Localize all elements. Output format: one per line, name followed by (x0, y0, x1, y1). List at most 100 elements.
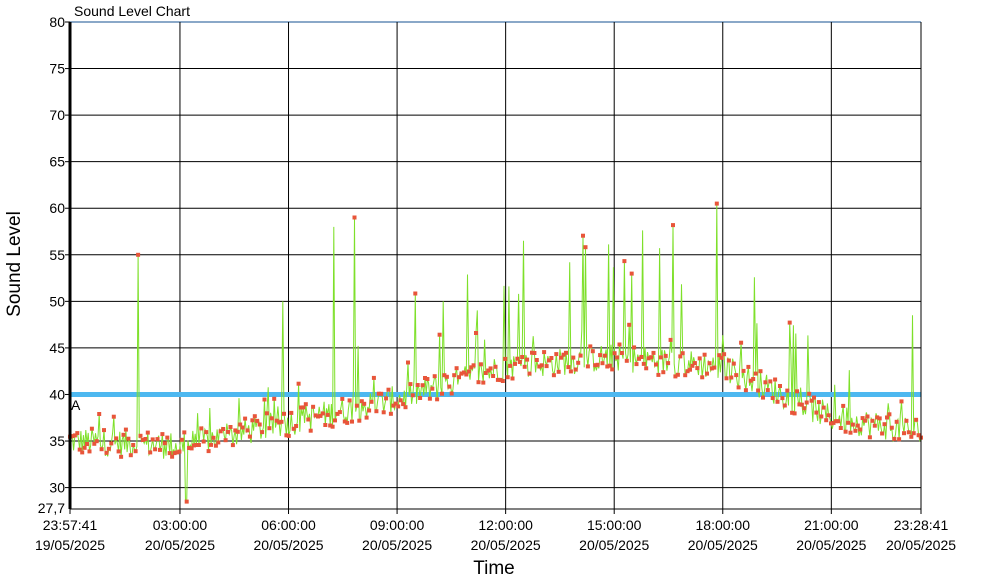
data-point-marker (865, 414, 870, 419)
data-point-marker (510, 376, 515, 381)
data-point-marker (420, 383, 425, 388)
data-point-marker (707, 361, 712, 366)
data-point-marker (542, 350, 547, 355)
y-tick-label: 45 (49, 340, 65, 356)
data-point-marker (668, 337, 673, 342)
data-point-marker (629, 271, 634, 276)
data-point-marker (104, 450, 109, 455)
data-point-marker (610, 367, 615, 372)
data-point-marker (831, 420, 836, 425)
data-point-marker (320, 411, 325, 416)
data-point-marker (651, 350, 656, 355)
data-point-marker (148, 450, 153, 455)
data-point-marker (612, 351, 617, 356)
data-point-marker (761, 395, 765, 400)
data-point-marker (330, 424, 335, 429)
data-point-marker (121, 432, 126, 437)
data-point-marker (313, 413, 318, 418)
data-point-marker (578, 353, 583, 358)
data-point-marker (187, 446, 192, 450)
data-point-marker (537, 364, 542, 369)
data-point-marker (790, 410, 795, 415)
y-tick-label: 75 (49, 61, 65, 77)
data-point-marker (342, 419, 347, 424)
data-point-marker (289, 410, 294, 415)
data-point-marker (316, 414, 320, 419)
data-point-marker (641, 361, 646, 366)
data-point-marker (75, 431, 80, 436)
data-point-marker (637, 356, 641, 361)
data-point-marker (155, 437, 160, 442)
data-point-marker (894, 419, 899, 424)
data-point-marker (585, 364, 590, 369)
data-point-marker (534, 358, 539, 362)
y-tick-label: 55 (49, 247, 65, 263)
data-point-marker (323, 423, 328, 427)
data-point-marker (797, 402, 802, 407)
data-point-marker (126, 436, 131, 441)
data-point-marker (267, 426, 272, 431)
data-point-marker (471, 363, 476, 368)
series-line-group (69, 203, 922, 503)
data-point-marker (505, 375, 510, 380)
data-point-marker (658, 355, 663, 360)
data-point-marker (357, 418, 362, 423)
data-point-marker (384, 396, 389, 401)
data-point-marker (393, 401, 398, 406)
data-point-marker (624, 358, 629, 363)
data-point-marker (870, 418, 875, 423)
data-point-marker (175, 450, 179, 455)
data-point-marker (72, 433, 77, 438)
data-point-marker (561, 352, 566, 357)
data-point-marker (345, 420, 350, 425)
data-point-marker (235, 429, 240, 434)
data-point-marker (875, 415, 880, 420)
data-point-marker (719, 355, 724, 360)
data-point-marker (111, 414, 116, 419)
data-point-marker (867, 435, 872, 440)
data-point-marker (904, 418, 909, 423)
data-point-marker (838, 426, 843, 430)
data-point-marker (138, 433, 143, 438)
data-point-marker (133, 449, 138, 454)
data-point-marker (600, 361, 605, 366)
data-point-marker (396, 404, 401, 409)
data-point-marker (189, 446, 194, 451)
y-tick-label: 30 (49, 480, 65, 496)
data-point-marker (916, 433, 921, 438)
data-point-marker (486, 368, 491, 373)
x-tick-time: 23:57:41 (43, 517, 98, 533)
data-point-marker (238, 422, 243, 427)
data-point-marker (503, 356, 508, 361)
data-point-marker (449, 391, 454, 396)
data-point-marker (340, 396, 345, 401)
y-tick-label: 50 (49, 293, 65, 309)
data-point-marker (85, 442, 89, 446)
data-point-marker (892, 436, 897, 441)
data-point-marker (165, 435, 170, 440)
data-point-marker (286, 433, 291, 438)
data-point-marker (478, 362, 483, 367)
data-point-marker (619, 351, 624, 355)
data-point-marker (109, 441, 114, 446)
data-point-marker (218, 429, 223, 434)
data-point-marker (408, 382, 413, 387)
data-point-marker (680, 351, 685, 356)
data-point-marker (77, 447, 82, 452)
data-point-marker (379, 391, 384, 396)
threshold-label: A (71, 397, 81, 413)
data-point-marker (228, 425, 233, 429)
data-point-marker (277, 420, 282, 425)
data-point-marker (743, 388, 748, 393)
data-point-marker (167, 451, 172, 456)
data-point-marker (145, 430, 150, 435)
data-point-marker (525, 357, 530, 362)
data-point-marker (425, 377, 430, 381)
y-tick-label: 80 (49, 14, 65, 30)
data-point-marker (539, 363, 544, 368)
data-point-marker (690, 363, 695, 368)
data-point-marker (442, 373, 447, 378)
y-tick-label: 35 (49, 433, 65, 449)
data-point-marker (807, 391, 812, 396)
data-point-marker (780, 396, 785, 401)
